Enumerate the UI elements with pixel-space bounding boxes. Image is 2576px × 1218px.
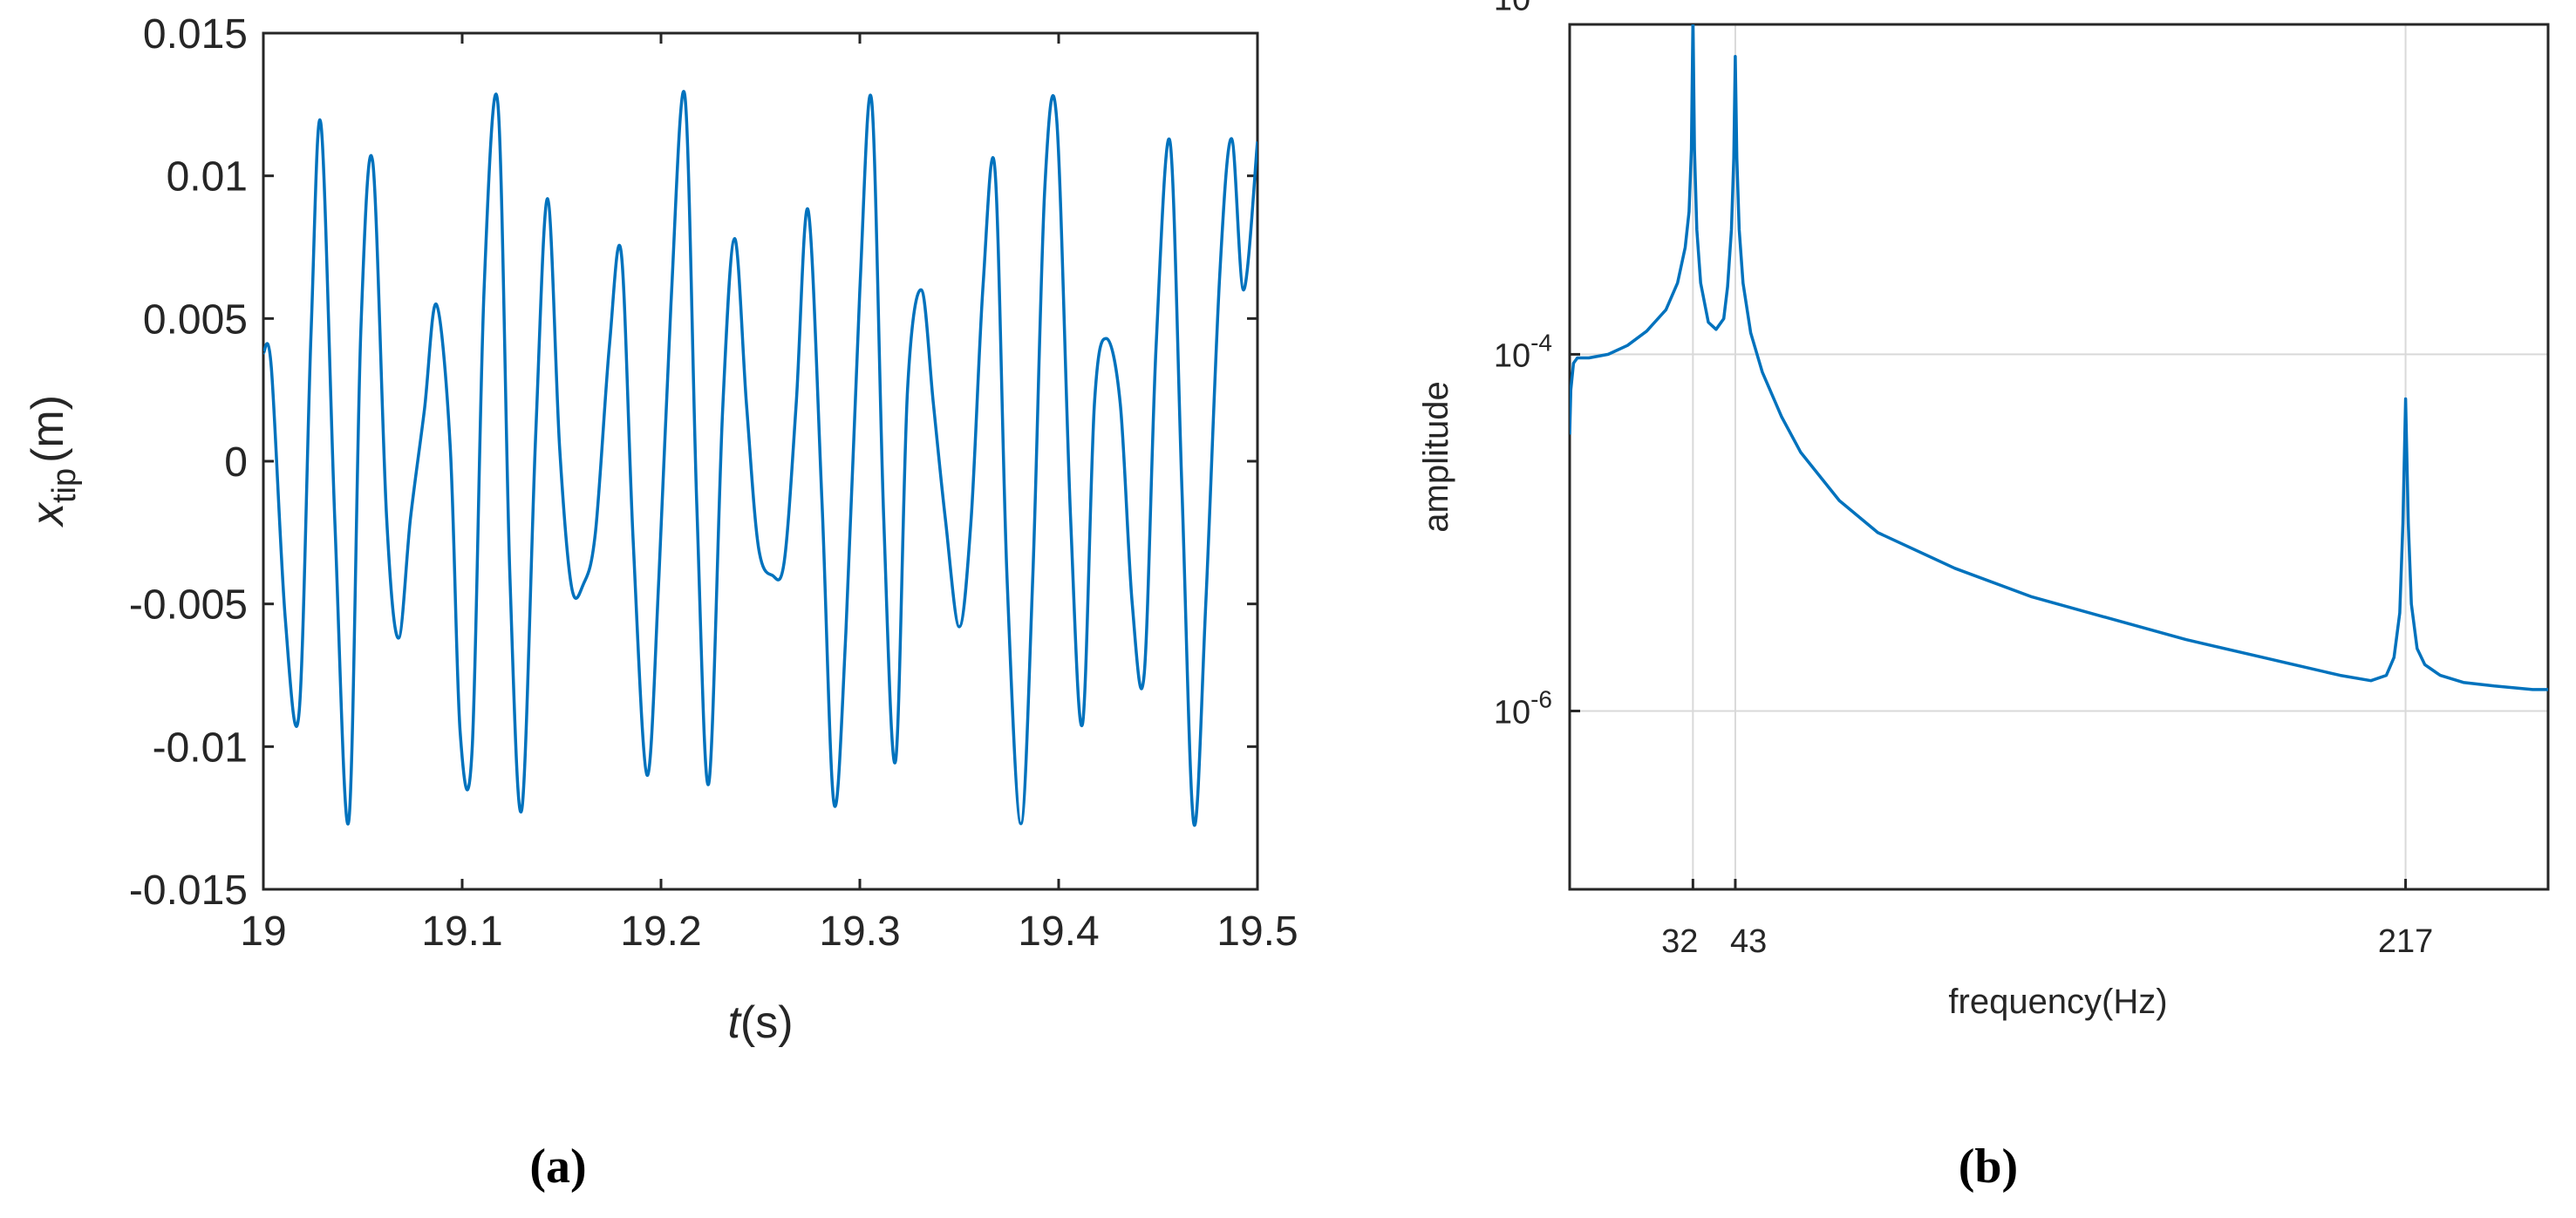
panel-b-ytick-label: 10-6 (1494, 685, 1552, 731)
panel-a-xtick-label: 19.1 (421, 908, 502, 955)
panel-b-series-line (1570, 24, 2548, 691)
panel-a-ylabel-sub: tip (46, 468, 83, 503)
panel-a-xtick-label: 19.3 (819, 908, 900, 955)
panel-b-xtick-label: 217 (2378, 923, 2433, 960)
panel-b-label: (b) (1959, 1140, 2018, 1194)
panel-b-xtick-label: 32 (1661, 923, 1698, 960)
panel-a-ylabel-var: x (23, 501, 73, 528)
panel-a-xlabel-unit: (s) (740, 997, 794, 1048)
panel-a-xtick-label: 19.2 (620, 908, 701, 955)
panel-a-axes-box (262, 31, 1259, 891)
panel-a-xlabel: t(s) (727, 997, 793, 1048)
panel-a-ylabel-unit: (m) (23, 395, 73, 463)
panel-a-ytick-label: 0.01 (167, 154, 248, 201)
panel-a-ytick-label: -0.015 (129, 868, 248, 914)
panel-b-axes-box (1568, 23, 2550, 891)
panel-a-ytick-label: -0.005 (129, 582, 248, 629)
panel-a-ytick-label: 0.015 (143, 11, 248, 58)
panel-b-ylabel: amplitude (1417, 381, 1455, 532)
panel-a-ylabel: xtip (m) (23, 395, 83, 528)
panel-b-ytick-label: 10-2 (1494, 0, 1552, 17)
panel-a-ytick-label: 0.005 (143, 296, 248, 343)
panel-b-ytick-label: 10-4 (1494, 329, 1552, 374)
panel-a-ytick-label: -0.01 (153, 725, 248, 771)
panel-a-xtick-label: 19.4 (1018, 908, 1099, 955)
panel-b-xlabel: frequency(Hz) (1948, 983, 2167, 1021)
panel-b-xtick-label: 43 (1730, 923, 1767, 960)
panel-a-xtick-label: 19 (240, 908, 286, 955)
panel-a: 0.015 0.01 0.005 0 -0.005 -0.01 -0.015 19 19.1 1… (23, 11, 1298, 1194)
panel-a-xtick-label: 19.5 (1216, 908, 1298, 955)
panel-b: 10-2 10-4 10-6 32 43 217 amplitude frequency… (1417, 0, 2550, 1194)
panel-a-label: (a) (529, 1140, 586, 1194)
panel-a-xlabel-var: t (727, 997, 742, 1048)
panel-a-ytick-label: 0 (224, 439, 248, 486)
panel-a-series-line (263, 90, 1257, 827)
